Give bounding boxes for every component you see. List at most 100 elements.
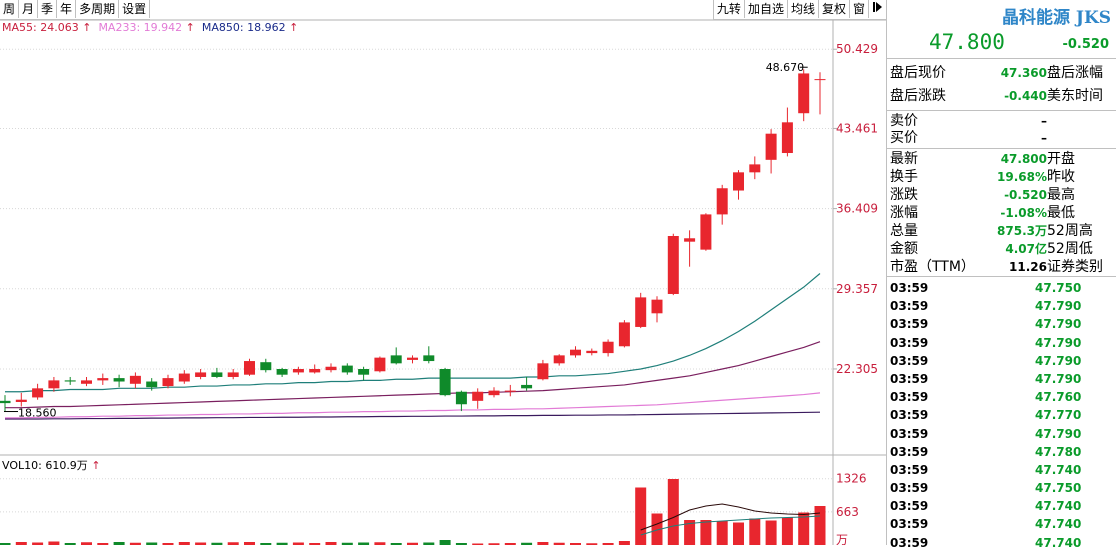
candle-body [162, 378, 174, 387]
volume-bar [749, 518, 761, 545]
candle-body [798, 73, 810, 114]
stat-row: 涨跌 -0.520 最高 [890, 187, 1075, 203]
candle-body [586, 350, 598, 354]
volume-bar [244, 542, 255, 545]
window-button[interactable]: 窗 [849, 0, 869, 18]
after-hours-row: 盘后涨跌 -0.440 美东时间 [890, 88, 1103, 104]
price-change: -0.520 [1062, 37, 1109, 52]
low-price-label: 18.560 [18, 407, 57, 420]
tick-row: 03:59 47.750 [890, 481, 1082, 496]
candle-body [113, 378, 125, 382]
candle-body [64, 380, 76, 382]
stat-row: 涨幅 -1.08% 最低 [890, 205, 1075, 221]
moving-average-button[interactable]: 均线 [787, 0, 819, 18]
volume-bar [81, 542, 92, 545]
volume-bar [309, 543, 321, 545]
candle-body [716, 188, 728, 215]
expand-arrow-icon[interactable] [869, 0, 886, 18]
volume-bar [537, 542, 549, 545]
tick-row: 03:59 47.790 [890, 299, 1082, 314]
volume-bar [129, 542, 141, 545]
ma233-legend: MA233: 19.942 ↑ [98, 21, 195, 34]
add-watchlist-button[interactable]: 加自选 [744, 0, 788, 18]
volume-ma-teal-line [640, 515, 821, 536]
candle-body [618, 322, 630, 347]
kline-chart-area[interactable]: 50.429 43.461 36.409 29.357 22.305 1326 663 万 48… [0, 0, 886, 545]
volume-bar [113, 542, 125, 545]
volume-bar [667, 479, 679, 545]
candle-body [146, 381, 158, 388]
volume-bar [162, 543, 174, 545]
volume-bar [521, 542, 533, 545]
period-year-button[interactable]: 年 [57, 0, 77, 18]
tick-list[interactable]: 03:59 47.750 03:59 47.790 03:59 47.790 03:5… [887, 277, 1116, 552]
candle-body [537, 363, 549, 380]
adjust-price-button[interactable]: 复权 [818, 0, 850, 18]
candle-body [15, 399, 27, 402]
tick-row: 03:59 47.740 [890, 517, 1082, 532]
volume-bar [586, 543, 598, 545]
volume-legend: VOL10: 610.9万 ↑ [2, 459, 101, 472]
volume-bar [15, 542, 27, 545]
candle-body [472, 391, 484, 401]
volume-unit-label: 万 [836, 533, 848, 545]
candle-body [390, 355, 402, 364]
volume-bar [684, 520, 696, 545]
candle-body [97, 378, 109, 381]
price-tick-label: 50.429 [836, 42, 878, 56]
period-week-button[interactable]: 周 [0, 0, 20, 18]
candle-body [276, 369, 288, 375]
period-month-button[interactable]: 月 [19, 0, 39, 18]
tick-row: 03:59 47.740 [890, 499, 1082, 514]
tick-row: 03:59 47.750 [890, 281, 1082, 295]
stock-title: 晶科能源 JKS [1001, 8, 1111, 28]
ma55-legend: MA55: 24.063 ↑ [2, 21, 92, 34]
stats-section: 最新 47.800 开盘 换手 19.68% 昨收 涨跌 -0.520 最高 涨幅 -1.08… [887, 149, 1116, 277]
volume-bar [195, 542, 207, 545]
settings-button[interactable]: 设置 [119, 0, 151, 18]
volume-bar [211, 542, 223, 545]
candle-body [374, 357, 386, 372]
candle-body [504, 390, 516, 392]
last-price: 47.800 [929, 30, 1005, 54]
volume-bar [227, 542, 239, 545]
volume-bar [602, 543, 614, 545]
multi-period-button[interactable]: 多周期 [76, 0, 120, 18]
ma-pink-line [5, 392, 821, 419]
quote-header: 晶科能源 JKS 47.800 -0.520 [887, 0, 1116, 59]
tick-row: 03:59 47.740 [890, 462, 1082, 477]
candle-body [211, 372, 223, 377]
kline-chart[interactable]: 50.429 43.461 36.409 29.357 22.305 1326 663 万 48… [0, 0, 886, 545]
tick-row: 03:59 47.790 [890, 317, 1082, 332]
volume-bar [146, 542, 158, 545]
candle-body [129, 375, 141, 384]
candle-body [227, 372, 239, 377]
tick-row: 03:59 47.770 [890, 408, 1082, 423]
volume-bar [260, 543, 272, 545]
candle-body [602, 341, 614, 354]
candle-body [781, 122, 793, 154]
volume-bar [325, 542, 337, 545]
after-hours-row: 盘后现价 47.360 盘后涨幅 [890, 65, 1103, 81]
bid-row: 买价 – [890, 130, 1047, 146]
ask-row: 卖价 – [890, 113, 1047, 129]
stat-row: 金额 4.07亿 52周低 [890, 241, 1093, 257]
period-quarter-button[interactable]: 季 [38, 0, 58, 18]
candle-body [814, 79, 826, 81]
ma850-legend: MA850: 18.962 ↑ [201, 21, 299, 34]
volume-bar [798, 512, 810, 545]
volume-bar [64, 543, 76, 545]
volume-bar [423, 542, 435, 545]
price-tick-label: 36.409 [836, 202, 878, 216]
volume-bar [390, 543, 402, 545]
nine-turn-button[interactable]: 九转 [713, 0, 745, 18]
candle-body [765, 133, 777, 160]
play-right-icon [873, 2, 882, 12]
volume-bar [553, 542, 565, 545]
tick-row: 03:59 47.790 [890, 335, 1082, 350]
stat-row: 市盈（TTM） 11.26 证券类别 [890, 259, 1103, 275]
candle-body [570, 349, 581, 356]
volume-tick-label: 1326 [836, 472, 867, 486]
volume-bar [276, 542, 288, 545]
candle-body [178, 373, 190, 382]
